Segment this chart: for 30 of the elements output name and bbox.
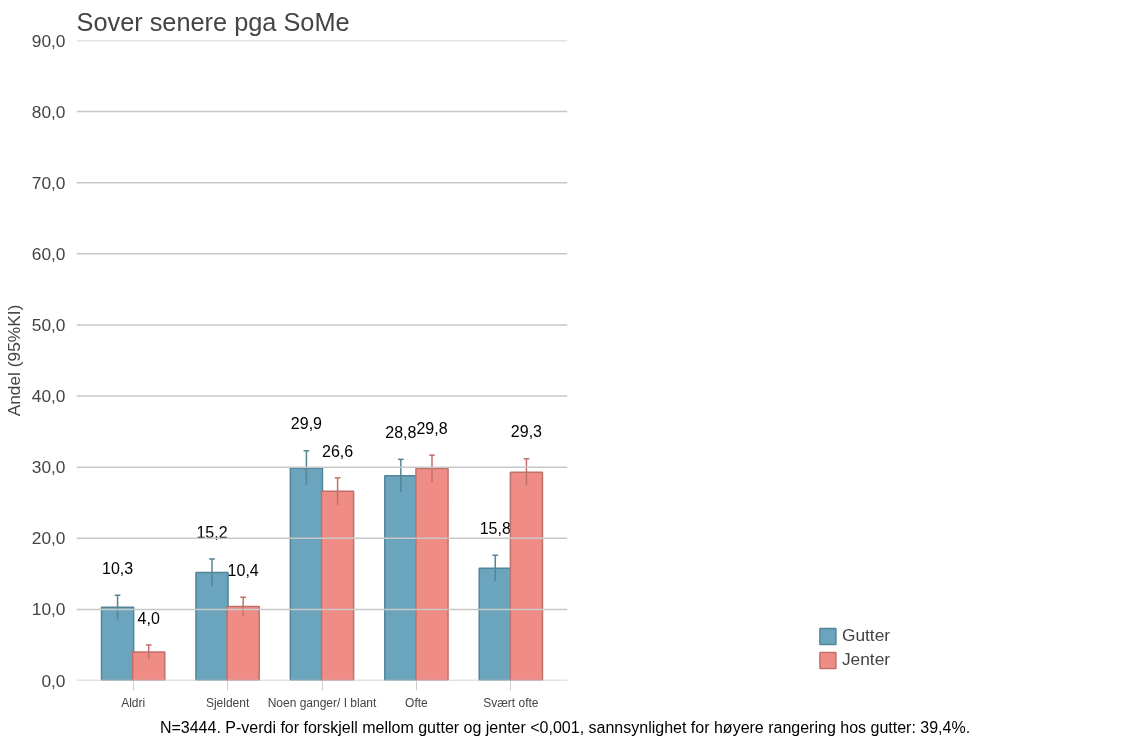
x-tick-label: Aldri xyxy=(121,695,146,710)
data-label: 4,0 xyxy=(137,609,160,627)
data-label: 29,8 xyxy=(416,419,448,437)
y-tick-label: 60,0 xyxy=(31,243,66,264)
y-axis-title: Andel (95%KI) xyxy=(3,304,24,417)
y-tick-label: 40,0 xyxy=(31,386,66,407)
data-label: 10,3 xyxy=(102,559,134,577)
x-tick-label: Ofte xyxy=(405,695,429,710)
data-label: 26,6 xyxy=(322,442,354,460)
x-tick-label: Svært ofte xyxy=(483,695,539,710)
y-tick-label: 90,0 xyxy=(31,30,66,51)
data-label: 10,4 xyxy=(227,561,259,579)
text: N=3444. P-verdi for forskjell mellom gutter og jenter <0,001, sannsynlighet for høyere rangering hos gutter: 39,4%. xyxy=(159,718,971,738)
y-tick-label: 50,0 xyxy=(31,314,66,335)
legend-label: Gutter xyxy=(841,625,891,646)
x-tick-label: Noen ganger/ I blant xyxy=(267,695,378,710)
data-label: 15,8 xyxy=(479,520,511,538)
y-tick-label: 20,0 xyxy=(31,528,66,549)
x-tick-label: Sjeldent xyxy=(205,695,250,710)
data-label: 15,2 xyxy=(196,523,228,541)
data-label: 28,8 xyxy=(385,424,417,442)
y-tick-label: 70,0 xyxy=(31,172,66,193)
chart-title: Sover senere pga SoMe xyxy=(76,7,350,36)
data-label: 29,9 xyxy=(290,415,323,433)
y-tick-label: 10,0 xyxy=(31,599,66,620)
legend-label: Jenter xyxy=(841,649,891,670)
y-tick-label: 30,0 xyxy=(31,457,66,478)
y-tick-label: 0,0 xyxy=(41,670,66,691)
data-label: 29,3 xyxy=(510,423,543,441)
y-tick-label: 80,0 xyxy=(31,101,66,122)
